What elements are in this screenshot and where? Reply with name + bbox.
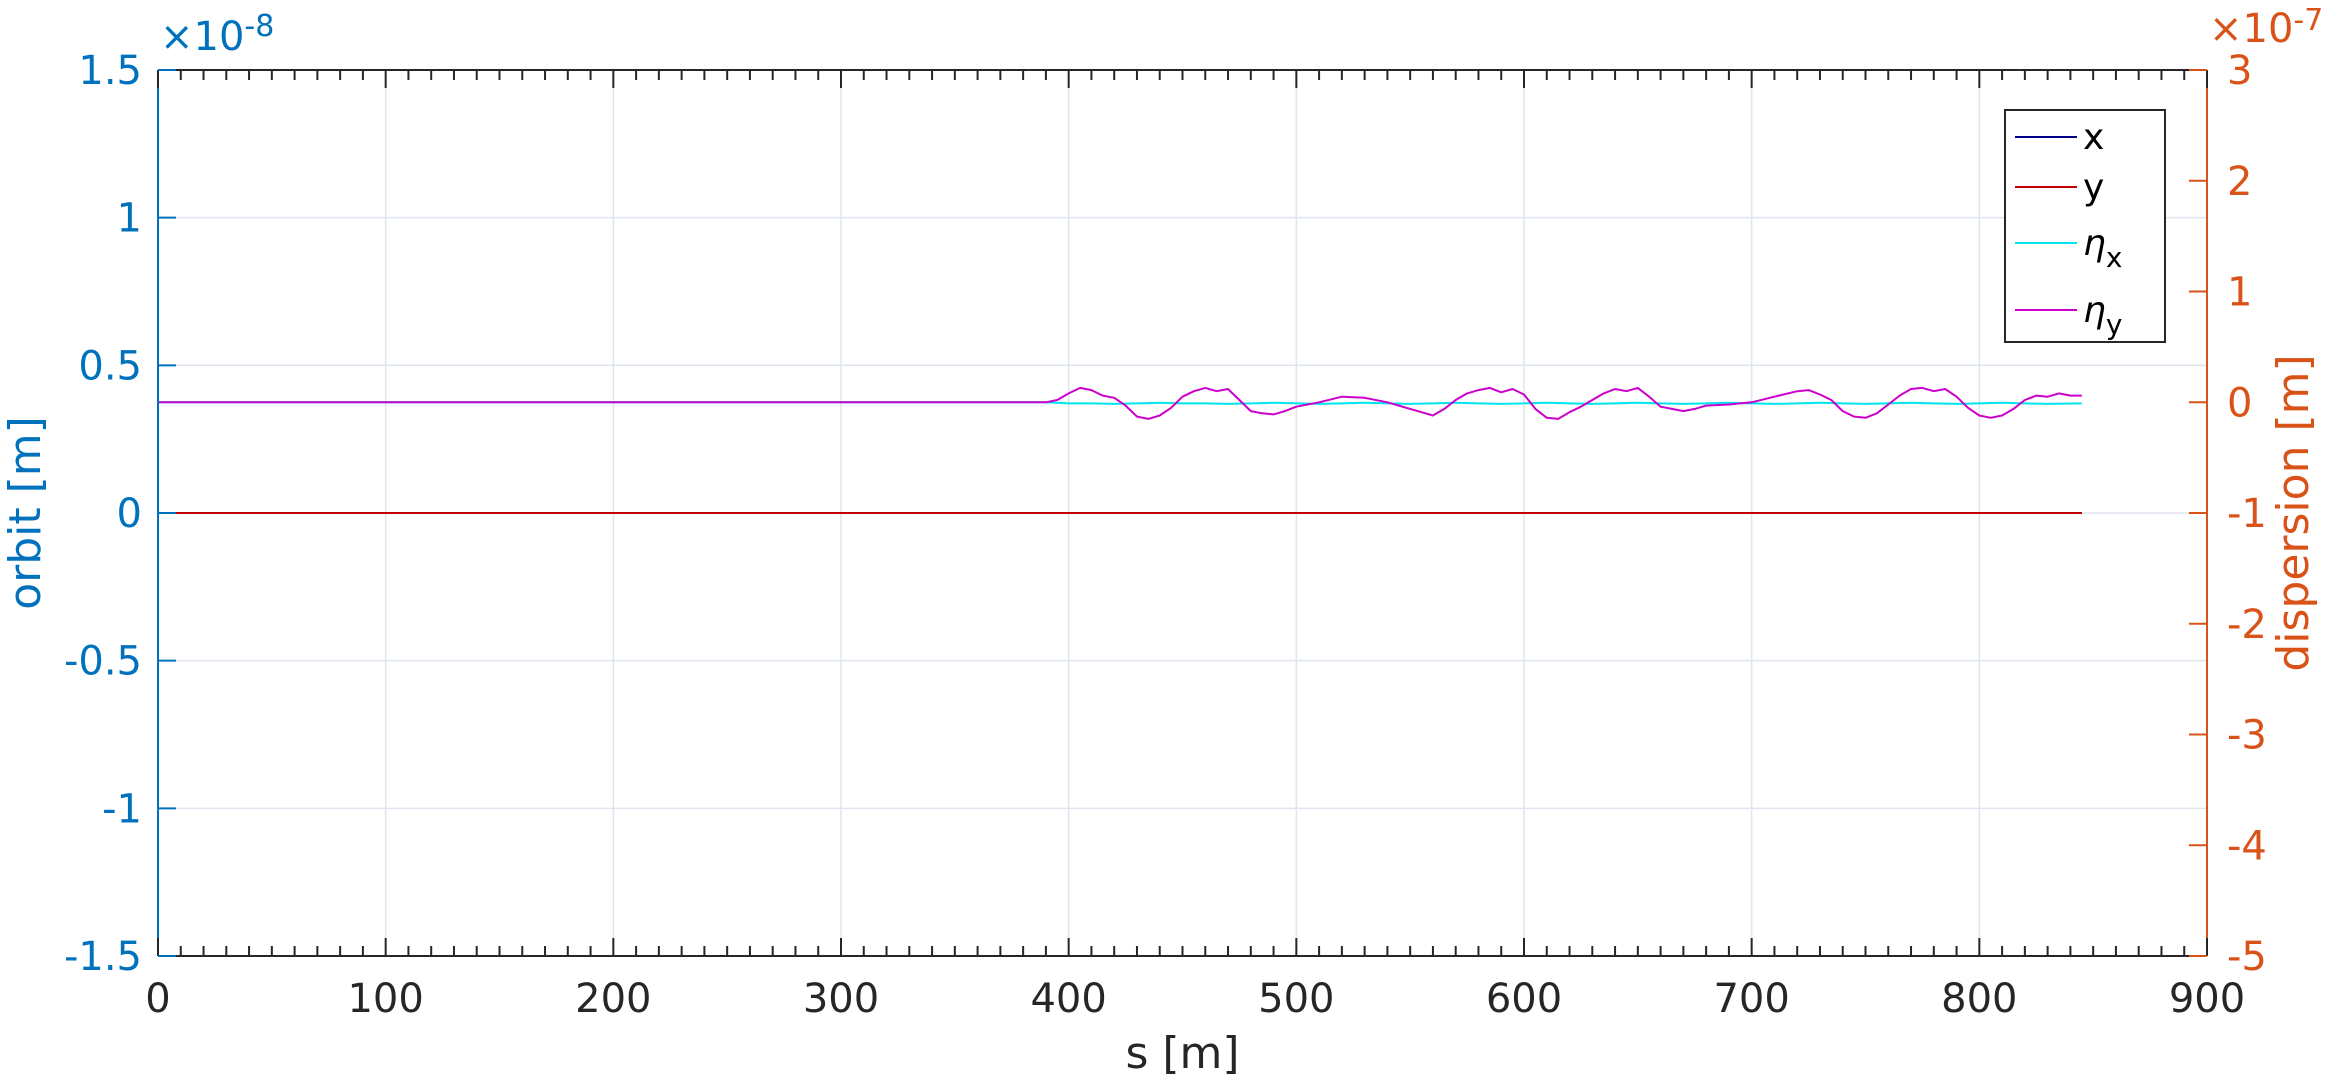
legend-box bbox=[2004, 109, 2166, 343]
left-y-tick-label: -0.5 bbox=[64, 639, 142, 685]
legend-label-eta_x: ηx bbox=[2083, 223, 2122, 274]
x-tick-label: 500 bbox=[1258, 976, 1334, 1022]
right-y-tick-label: -3 bbox=[2227, 713, 2267, 759]
right-y-tick-label: -1 bbox=[2227, 491, 2267, 537]
series-line-eta_x bbox=[158, 401, 2082, 405]
right-y-tick-label: 1 bbox=[2227, 270, 2252, 316]
left-y-tick-label: -1 bbox=[102, 786, 142, 832]
right-y-tick-label: -4 bbox=[2227, 823, 2267, 869]
x-tick-label: 300 bbox=[803, 976, 879, 1022]
x-tick-label: 0 bbox=[145, 976, 170, 1022]
left-y-tick-label: 0.5 bbox=[78, 343, 142, 389]
plot-series bbox=[158, 386, 2082, 514]
left-y-axis-label: orbit [m] bbox=[0, 416, 51, 610]
x-tick-label: 100 bbox=[347, 976, 423, 1022]
right-axis-exponent: ×10-7 bbox=[2209, 3, 2323, 52]
left-y-tick-label: 1 bbox=[117, 196, 142, 242]
x-axis-label: s [m] bbox=[1125, 1028, 1239, 1077]
left-y-tick-label: 0 bbox=[117, 491, 142, 537]
axis-ticks bbox=[157, 69, 2208, 957]
left-y-tick-label: 1.5 bbox=[78, 48, 142, 94]
right-y-tick-label: 2 bbox=[2227, 159, 2252, 205]
series-line-eta_y bbox=[158, 386, 2082, 420]
left-axis-exponent: ×10-8 bbox=[160, 9, 274, 60]
left-y-tick-label: -1.5 bbox=[64, 934, 142, 980]
legend-label-eta_y: ηy bbox=[2083, 290, 2122, 341]
x-tick-label: 700 bbox=[1713, 976, 1789, 1022]
right-y-tick-label: -5 bbox=[2227, 934, 2267, 980]
right-y-tick-label: -2 bbox=[2227, 602, 2267, 648]
legend-label-y: y bbox=[2083, 167, 2104, 208]
x-tick-label: 400 bbox=[1030, 976, 1106, 1022]
right-y-tick-label: 3 bbox=[2227, 48, 2252, 94]
legend: xy ηx ηy bbox=[2004, 109, 2166, 343]
axis-labels: 0 100 200 300 400 500 600 700 800 900 -1.5 -1 -0.5 0 0… bbox=[0, 3, 2323, 1077]
x-tick-label: 600 bbox=[1486, 976, 1562, 1022]
right-y-tick-label: 0 bbox=[2227, 380, 2252, 426]
right-y-axis-label: dispersion [m] bbox=[2268, 354, 2319, 671]
x-tick-label: 200 bbox=[575, 976, 651, 1022]
x-tick-label: 800 bbox=[1941, 976, 2017, 1022]
legend-label-x: x bbox=[2083, 117, 2104, 158]
x-tick-label: 900 bbox=[2169, 976, 2245, 1022]
